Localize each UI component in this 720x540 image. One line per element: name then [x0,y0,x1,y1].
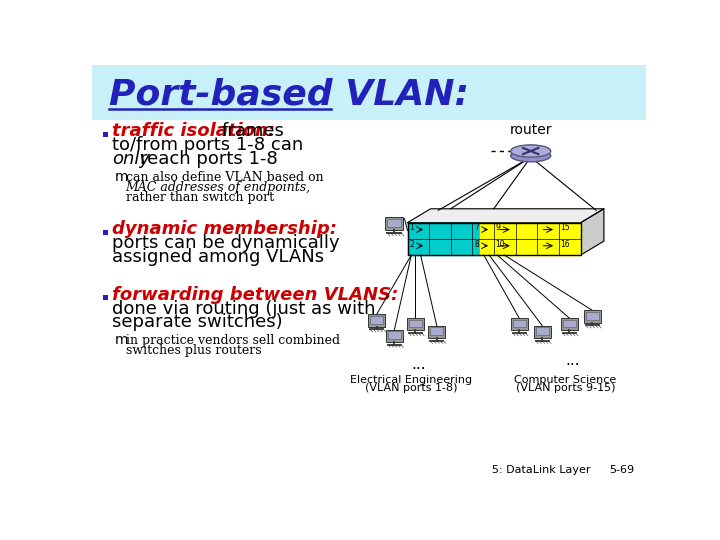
Bar [92,65,647,120]
Text: Electrical Engineering: Electrical Engineering [351,375,472,385]
Text: 10: 10 [495,240,505,248]
Bar [385,217,403,231]
Bar [102,295,108,300]
Bar [102,132,108,137]
Bar [513,320,526,327]
Polygon shape [408,209,604,222]
Bar [430,327,444,335]
Text: (VLAN ports 9-15): (VLAN ports 9-15) [516,383,615,393]
Bar [370,316,383,323]
Bar [536,327,549,335]
Text: Computer Science: Computer Science [514,375,616,385]
Bar [428,326,445,338]
Text: to/from ports 1-8 can: to/from ports 1-8 can [112,136,303,154]
Text: 15: 15 [561,224,570,232]
Text: traffic isolation:: traffic isolation: [112,123,275,140]
Bar [409,320,422,327]
Bar [407,318,423,330]
Ellipse shape [510,150,551,162]
Text: Port-based VLAN:: Port-based VLAN: [109,78,469,112]
Text: ...: ... [412,357,426,372]
Text: (VLAN ports 1-8): (VLAN ports 1-8) [365,383,458,393]
Bar [368,314,385,327]
Text: 9: 9 [495,224,500,232]
Text: switches plus routers: switches plus routers [126,345,261,357]
Text: can also define VLAN based on: can also define VLAN based on [126,171,323,184]
Text: router: router [510,123,552,137]
Bar [102,230,108,235]
Text: ports can be dynamically: ports can be dynamically [112,234,339,252]
Text: rather than switch port: rather than switch port [126,191,274,204]
Text: dynamic membership:: dynamic membership: [112,220,337,238]
Bar [561,318,577,330]
Bar [387,219,402,227]
Text: reach ports 1-8: reach ports 1-8 [140,150,277,168]
Text: ...: ... [566,353,580,368]
Text: 5-69: 5-69 [609,465,634,475]
Text: 5: DataLink Layer: 5: DataLink Layer [492,465,590,475]
Bar [388,331,401,339]
Text: separate switches): separate switches) [112,313,282,332]
Text: 8: 8 [474,240,479,248]
Text: forwarding between VLANS:: forwarding between VLANS: [112,286,398,303]
Text: done via routing (just as with: done via routing (just as with [112,300,375,318]
Polygon shape [408,222,480,255]
Text: in practice vendors sell combined: in practice vendors sell combined [126,334,340,347]
Text: 7: 7 [474,224,479,232]
Ellipse shape [510,145,551,157]
Text: m: m [115,333,128,347]
Text: 2: 2 [409,240,414,248]
Text: 16: 16 [561,240,570,248]
Text: 1: 1 [409,224,414,232]
Bar [408,222,581,255]
Text: m: m [115,170,128,184]
Text: frames: frames [221,123,284,140]
Bar [585,312,599,320]
Polygon shape [480,222,581,255]
Polygon shape [581,209,604,255]
Bar [584,310,600,323]
Text: assigned among VLANs: assigned among VLANs [112,248,324,266]
Text: only: only [112,150,150,168]
Bar [534,326,551,338]
Bar [562,320,576,327]
Bar [510,318,528,330]
Text: MAC addresses of endpoints,: MAC addresses of endpoints, [126,181,311,194]
Bar [386,329,403,342]
